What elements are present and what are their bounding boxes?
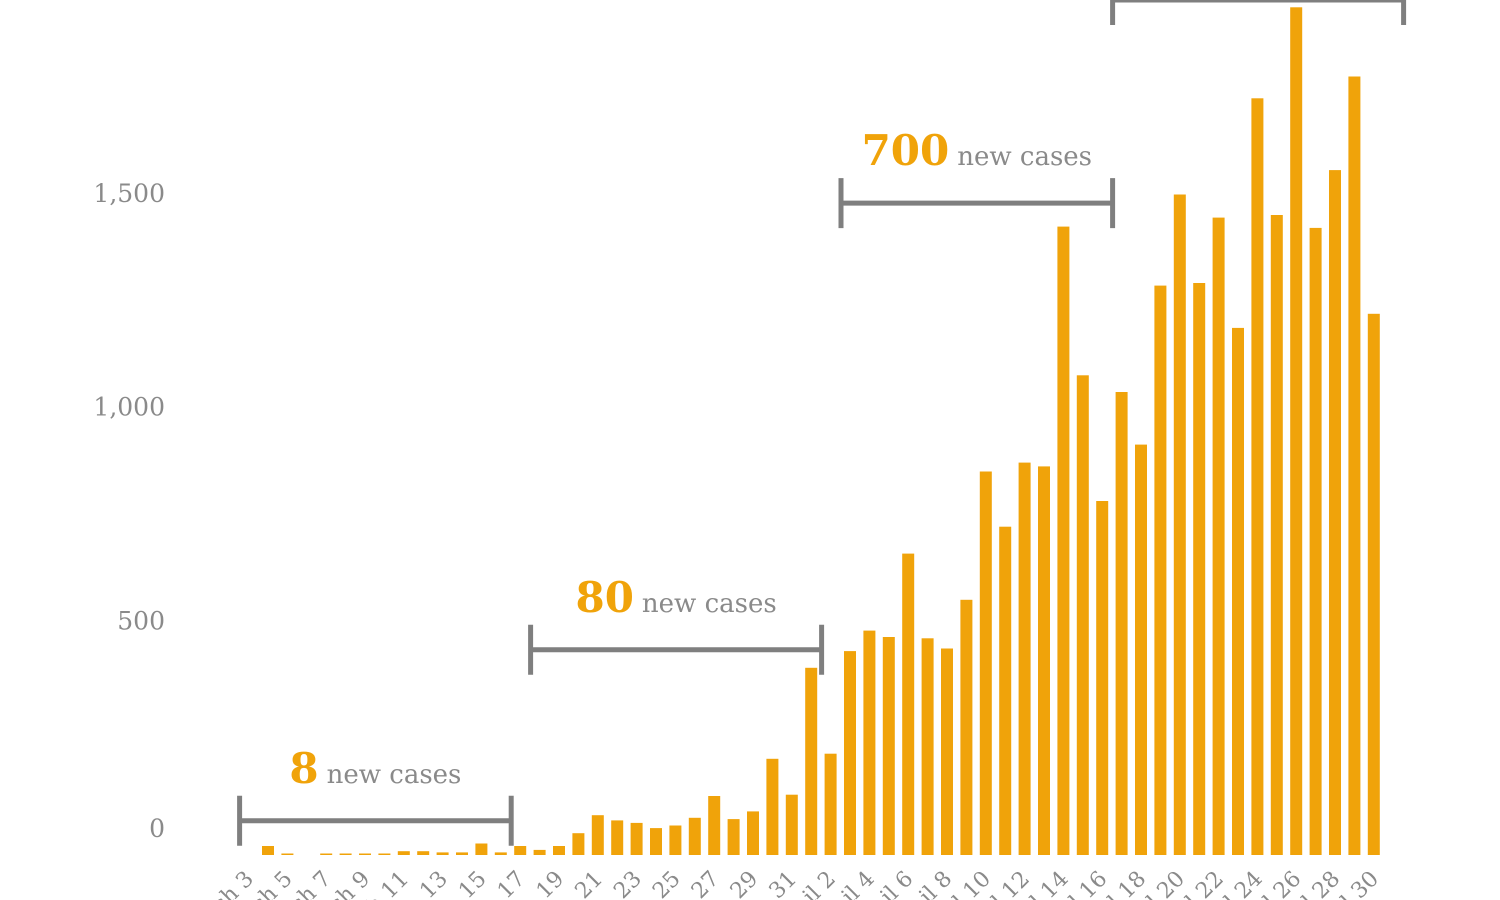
bar [514, 846, 527, 855]
bar [1367, 313, 1380, 855]
bar [320, 853, 333, 855]
annotation-text: new cases [327, 760, 462, 790]
bar [1018, 462, 1031, 855]
bar [339, 853, 352, 855]
bar [669, 825, 682, 855]
bar [1096, 501, 1109, 855]
bars [262, 7, 1380, 856]
bar [281, 853, 294, 855]
bar [979, 471, 992, 855]
bar [1270, 215, 1283, 855]
y-tick-label: 0 [149, 814, 165, 843]
bar [902, 553, 915, 855]
x-tick-label: 17 [493, 867, 530, 900]
bar [262, 846, 274, 855]
annotation-text: new cases [642, 589, 777, 619]
bar [591, 815, 604, 855]
range-bracket [838, 178, 1116, 229]
bar [611, 820, 624, 855]
x-tick-label: 21 [571, 867, 608, 900]
bar [921, 638, 934, 855]
x-tick-label: 27 [687, 867, 724, 900]
bar [1232, 327, 1244, 855]
x-tick-label: 13 [415, 867, 452, 900]
y-tick-label: 1,000 [93, 393, 165, 422]
bar [533, 849, 546, 855]
x-tick-label: 31 [765, 867, 802, 900]
bar [1329, 170, 1341, 856]
x-tick-label: 15 [454, 867, 491, 900]
bar [553, 846, 565, 855]
bar [494, 852, 507, 855]
bar [378, 853, 391, 855]
bar [941, 648, 953, 855]
bar [863, 630, 876, 855]
bar [824, 753, 837, 855]
bar [688, 817, 701, 855]
bar [1251, 98, 1264, 856]
bar [1309, 227, 1322, 855]
bar [727, 819, 740, 855]
annotation-number: 80 [575, 573, 633, 622]
x-tick-label: 25 [648, 867, 685, 900]
bar [1173, 194, 1186, 855]
bar [708, 796, 721, 855]
annotation-text: new cases [957, 142, 1092, 172]
bar [1290, 7, 1303, 856]
x-tick-label: 23 [609, 867, 646, 900]
bar [456, 852, 468, 855]
bar [1038, 466, 1050, 855]
annotation-number: 700 [862, 126, 950, 175]
bar [960, 599, 973, 855]
bar [650, 828, 662, 855]
bar [844, 651, 856, 855]
bar [630, 822, 643, 855]
bar [1115, 392, 1128, 855]
bar [747, 811, 759, 855]
x-tick-label: 29 [726, 867, 763, 900]
range-bracket [1110, 0, 1407, 25]
bar [475, 843, 488, 855]
x-tick-label: il 6 [876, 867, 918, 900]
x-tick-label: il 4 [837, 867, 879, 900]
annotation-label: 80 new cases [575, 573, 776, 622]
bar [882, 637, 895, 855]
annotation-number: 8 [289, 744, 318, 793]
bar [805, 667, 818, 855]
bar [1154, 285, 1167, 856]
bar [999, 526, 1012, 855]
x-tick-label: 19 [532, 867, 569, 900]
bar [572, 833, 585, 855]
range-bracket [528, 624, 825, 675]
y-tick-label: 500 [117, 606, 165, 635]
bar [766, 758, 779, 855]
y-tick-label: 1,500 [93, 179, 165, 208]
x-axis: ch 3ch 5ch 7ch 9ch 11 13 15 17 19 21 23 25 27 29 3… [208, 867, 1384, 900]
bar [436, 852, 449, 855]
annotation-label: 8 new cases [289, 744, 461, 793]
annotation-label: 700 new cases [862, 126, 1092, 175]
bar [397, 851, 410, 855]
bar [1212, 217, 1225, 856]
x-tick-label: il 2 [798, 867, 840, 900]
bar [359, 853, 371, 855]
bar [1135, 444, 1147, 855]
bar [1057, 226, 1070, 856]
range-bracket [237, 795, 514, 846]
bar [785, 794, 798, 855]
bar [417, 851, 430, 855]
bar [1193, 283, 1206, 855]
bar [1348, 76, 1361, 855]
bar [1076, 375, 1089, 855]
